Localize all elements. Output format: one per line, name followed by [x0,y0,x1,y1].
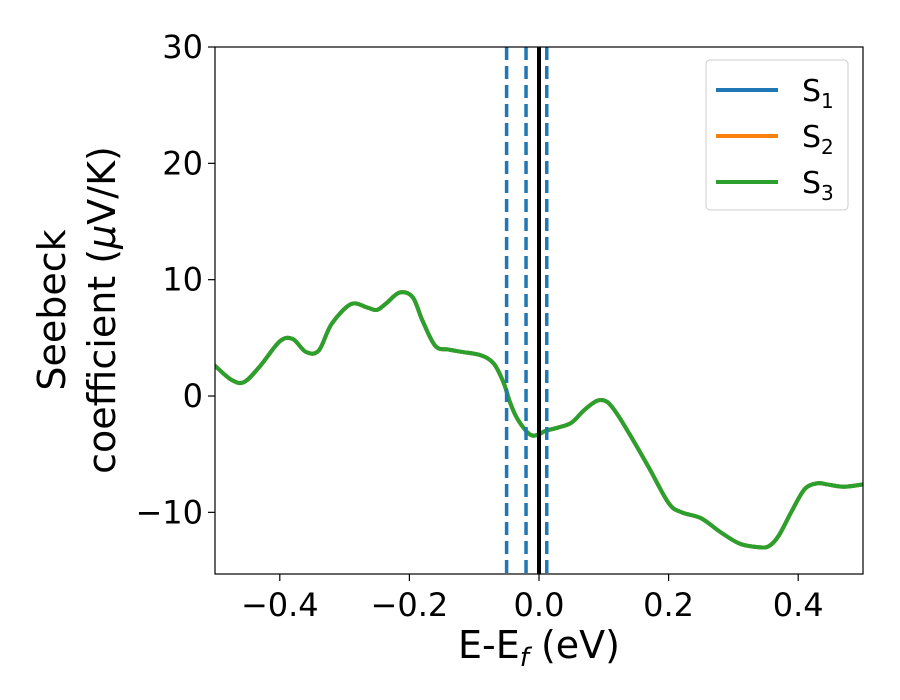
plot-area [215,47,863,574]
y-tick-label: −10 [135,493,203,531]
y-axis-label-mu: μ [80,225,124,250]
legend-label-s3: S3 [802,166,834,205]
series-layer [215,290,863,550]
y-axis-label-post: V/K) [80,146,124,225]
x-tick-label: −0.2 [371,586,449,624]
series-line-s3 [215,290,863,550]
y-tick-label: 0 [183,377,203,415]
legend-label-s1: S1 [802,74,834,113]
y-tick-label: 20 [162,144,203,182]
y-axis-label-pre: coefficient ( [80,249,124,474]
y-tick-label: 30 [162,28,203,66]
x-tick-label: 0.2 [643,586,694,624]
y-axis-label: Seebeck coefficient (μV/K) [30,146,124,474]
x-tick-label: 0.4 [773,586,824,624]
x-axis-label: E-Ef (eV) [458,623,620,673]
y-axis-label-line1: Seebeck [30,229,74,390]
x-ticks: −0.4 −0.2 0.0 0.2 0.4 [241,574,824,624]
y-ticks: −10 0 10 20 30 [135,28,215,531]
y-axis-label-line2: coefficient (μV/K) [80,146,124,474]
x-axis-label-main: E-E [458,623,520,667]
x-axis-label-unit: (eV) [529,623,620,667]
legend-label-s2: S2 [802,120,834,159]
y-tick-label: 10 [162,261,203,299]
vline-layer [504,47,549,574]
legend: S1 S2 S3 [705,59,849,211]
legend-items: S1 S2 S3 [716,74,834,205]
x-tick-label: −0.4 [241,586,319,624]
x-tick-label: 0.0 [514,586,565,624]
